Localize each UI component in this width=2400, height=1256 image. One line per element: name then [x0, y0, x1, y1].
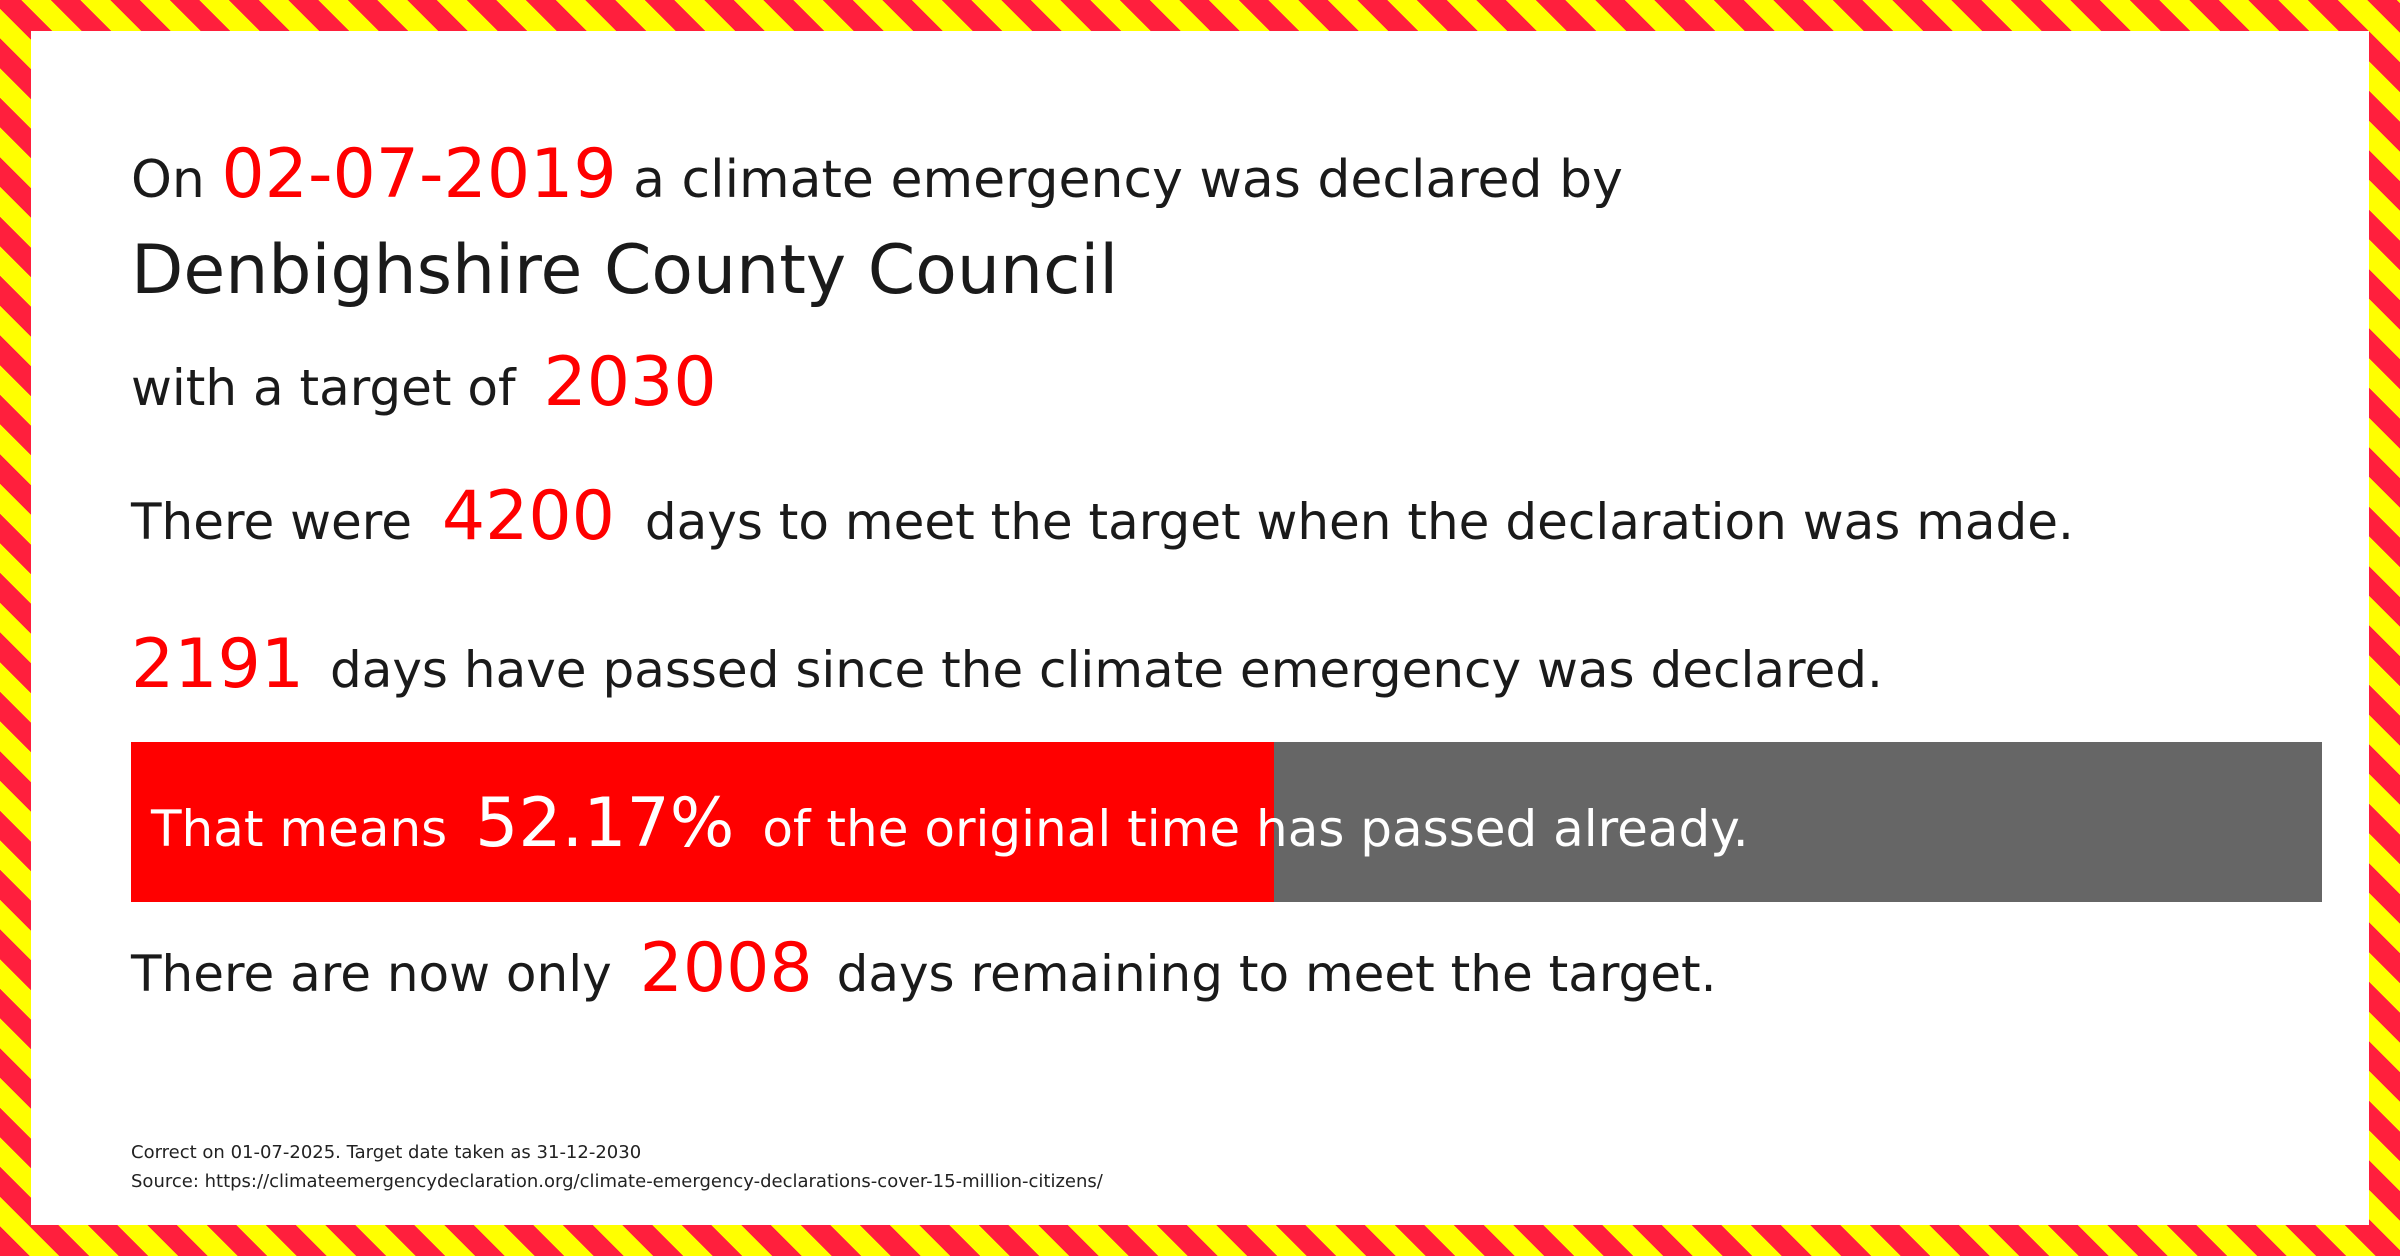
progress-suffix: of the original time has passed already.: [762, 800, 1749, 858]
council-name: Denbighshire County Council: [131, 231, 1119, 310]
days-remaining-prefix: There are now only: [131, 945, 612, 1003]
declaration-prefix: On: [131, 150, 205, 210]
progress-fill: [131, 742, 1275, 902]
declaration-suffix: a climate emergency was declared by: [633, 150, 1623, 210]
days-total-suffix: days to meet the target when the declara…: [644, 493, 2074, 551]
declaration-date: 02-07-2019: [221, 135, 617, 214]
footer-note: Correct on 01-07-2025. Target date taken…: [131, 1142, 642, 1163]
target-year: 2030: [543, 343, 717, 422]
days-remaining-suffix: days remaining to meet the target.: [836, 945, 1717, 1003]
days-remaining-line: There are now only 2008 days remaining t…: [131, 935, 1717, 1003]
days-passed-suffix: days have passed since the climate emerg…: [329, 641, 1883, 699]
days-passed-value: 2191: [131, 625, 305, 704]
progress-percent: 52.17%: [475, 784, 735, 863]
days-remaining-value: 2008: [639, 929, 813, 1008]
target-prefix: with a target of: [131, 359, 516, 417]
days-passed-line: 2191 days have passed since the climate …: [131, 631, 1883, 699]
progress-prefix: That means: [151, 800, 448, 858]
days-total-line: There were 4200 days to meet the target …: [131, 483, 2074, 551]
days-total-value: 4200: [441, 477, 615, 556]
declaration-line: On 02-07-2019 a climate emergency was de…: [131, 141, 1623, 209]
content-panel: On 02-07-2019 a climate emergency was de…: [31, 31, 2369, 1225]
progress-text: That means 52.17% of the original time h…: [151, 790, 1749, 858]
footer-source: Source: https://climateemergencydeclarat…: [131, 1171, 1103, 1192]
progress-bar: That means 52.17% of the original time h…: [131, 742, 2322, 902]
days-total-prefix: There were: [131, 493, 412, 551]
target-line: with a target of 2030: [131, 349, 717, 417]
